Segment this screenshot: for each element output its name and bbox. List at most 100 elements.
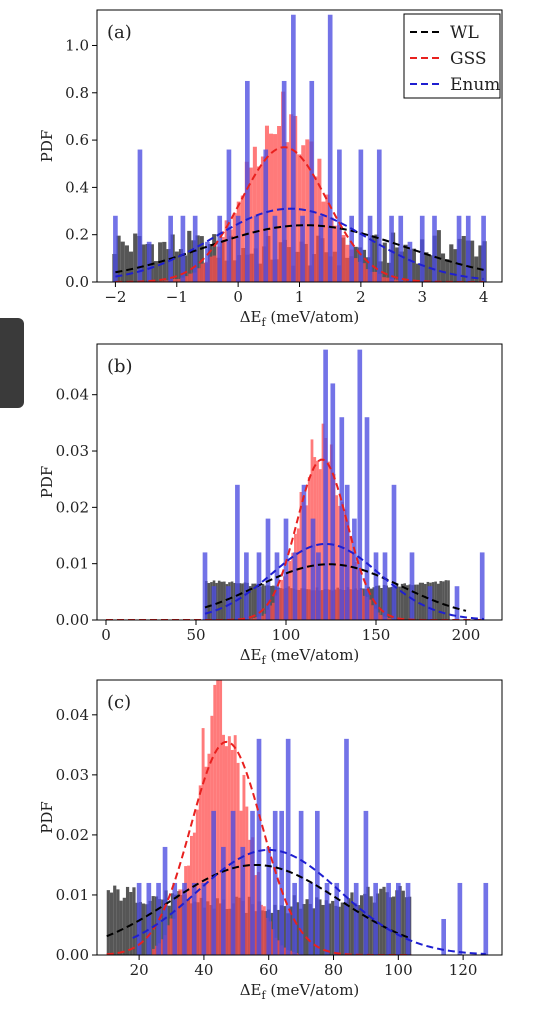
enum-histogram-bar: [226, 149, 232, 282]
gss-histogram-bar: [252, 146, 257, 282]
wl-histogram-bar: [125, 886, 130, 955]
panel-label: (a): [107, 22, 132, 43]
wl-histogram-bar: [395, 247, 400, 282]
gss-histogram-bar: [385, 277, 390, 282]
enum-histogram-bar: [235, 215, 241, 282]
gss-histogram-bar: [305, 139, 310, 282]
wl-histogram-bar: [359, 895, 364, 955]
y-tick: 0.04: [56, 386, 97, 404]
x-axis-label-subscript: f: [262, 989, 267, 1002]
y-tick: 0.00: [56, 611, 97, 629]
wl-histogram-bar: [109, 892, 114, 955]
y-tick: 0.03: [56, 442, 97, 460]
enum-histogram-bar: [230, 810, 236, 955]
y-axis-label: PDF: [38, 130, 56, 163]
gss-histogram-bar: [381, 277, 386, 282]
x-axis-label-subscript: f: [262, 316, 267, 329]
y-tick: 0.8: [65, 84, 97, 102]
gss-histogram-bar: [345, 244, 350, 282]
wl-histogram-bar: [195, 235, 200, 282]
wl-histogram-bar: [377, 585, 381, 620]
enum-histogram-bar: [373, 882, 378, 955]
wl-histogram-bar: [331, 900, 335, 955]
gss-histogram-bar: [361, 263, 366, 282]
wl-histogram-bar: [122, 897, 126, 955]
enum-histogram-bar: [201, 882, 207, 955]
wl-histogram-bar: [401, 890, 405, 955]
enum-histogram-bar: [358, 149, 364, 282]
y-tick-label: 0.04: [56, 386, 89, 404]
gss-histogram-bar: [297, 154, 302, 282]
x-tick-label: 4: [479, 288, 489, 306]
enum-histogram-bar: [266, 846, 272, 955]
enum-histogram-bar: [281, 80, 287, 282]
y-tick-label: 0.4: [65, 178, 89, 196]
x-tick-label: 0: [233, 288, 243, 306]
x-tick: 100: [272, 620, 300, 644]
fit-curve-enum: [115, 207, 484, 280]
gss-histogram-bar: [204, 766, 208, 955]
gss-histogram-bar: [227, 736, 231, 955]
x-tick: 20: [130, 955, 149, 979]
y-tick: 0.01: [56, 555, 97, 573]
wl-histogram-bar: [223, 581, 226, 620]
enum-histogram-bar: [457, 882, 463, 955]
enum-histogram-bar: [244, 552, 249, 620]
wl-histogram-bar: [199, 236, 204, 282]
gss-histogram-bar: [256, 166, 261, 282]
gss-histogram-bar: [195, 809, 199, 955]
x-tick-label: 1: [295, 288, 305, 306]
legend: WL GSS Enum: [403, 13, 501, 99]
enum-histogram-bar: [308, 882, 314, 955]
y-tick: 0.00: [56, 946, 97, 964]
wl-histogram-bar: [113, 885, 117, 955]
enum-histogram-bar: [292, 552, 298, 620]
enum-histogram-bar: [162, 846, 168, 955]
enum-histogram-bar: [409, 552, 415, 620]
wl-histogram-bar: [436, 230, 441, 282]
gss-histogram-bar: [277, 125, 282, 282]
gss-histogram-bar: [207, 753, 211, 955]
wl-histogram-bar: [106, 890, 110, 955]
enum-histogram-bar: [465, 215, 471, 282]
wl-histogram-bar: [411, 248, 416, 282]
gss-histogram-bar: [222, 734, 225, 955]
x-axis-label-subscript: f: [262, 654, 267, 667]
wl-histogram-bar: [141, 903, 146, 955]
enum-histogram-bar: [291, 14, 296, 282]
enum-histogram-bar: [221, 846, 226, 955]
gss-histogram-bar: [240, 195, 245, 282]
enum-histogram-bar: [146, 882, 152, 955]
enum-histogram-bar: [310, 518, 316, 620]
wl-histogram-bar: [141, 244, 146, 282]
chart-panel-c: 20 40 60 80 100 120 0.00 0.01 0.02 0.03 0.04 ΔEf (m…: [38, 679, 503, 1002]
wl-histogram-bar: [305, 899, 309, 955]
x-tick: 150: [362, 620, 390, 644]
wl-histogram-bar: [444, 580, 448, 620]
side-tab-handle[interactable]: [0, 318, 24, 408]
gss-histogram-bar: [160, 939, 164, 955]
wl-histogram-bar: [337, 906, 341, 955]
y-tick-label: 0.02: [56, 826, 89, 844]
x-tick: 0: [233, 282, 243, 306]
x-tick-label: 3: [417, 288, 427, 306]
gss-histogram-bar: [327, 461, 330, 620]
wl-histogram-bar: [174, 251, 179, 282]
gss-histogram-bar: [371, 605, 375, 620]
gss-histogram-bar: [232, 213, 237, 282]
plot-area: [106, 349, 485, 620]
x-tick-label: 60: [259, 961, 278, 979]
gss-histogram-bar: [260, 156, 265, 282]
wl-histogram-bar: [421, 582, 425, 620]
y-tick: 0.0: [65, 273, 97, 291]
enum-histogram-bar: [301, 484, 307, 620]
enum-histogram-bar: [407, 241, 413, 282]
wl-histogram-bar: [327, 903, 332, 955]
enum-histogram-bar: [364, 417, 370, 620]
y-tick-label: 0.0: [65, 273, 89, 291]
wl-histogram-bar: [264, 585, 267, 620]
enum-histogram-bar: [205, 241, 210, 282]
gss-histogram-bar: [169, 918, 173, 955]
gss-histogram-bar: [379, 615, 383, 620]
enum-histogram-bar: [226, 586, 231, 620]
